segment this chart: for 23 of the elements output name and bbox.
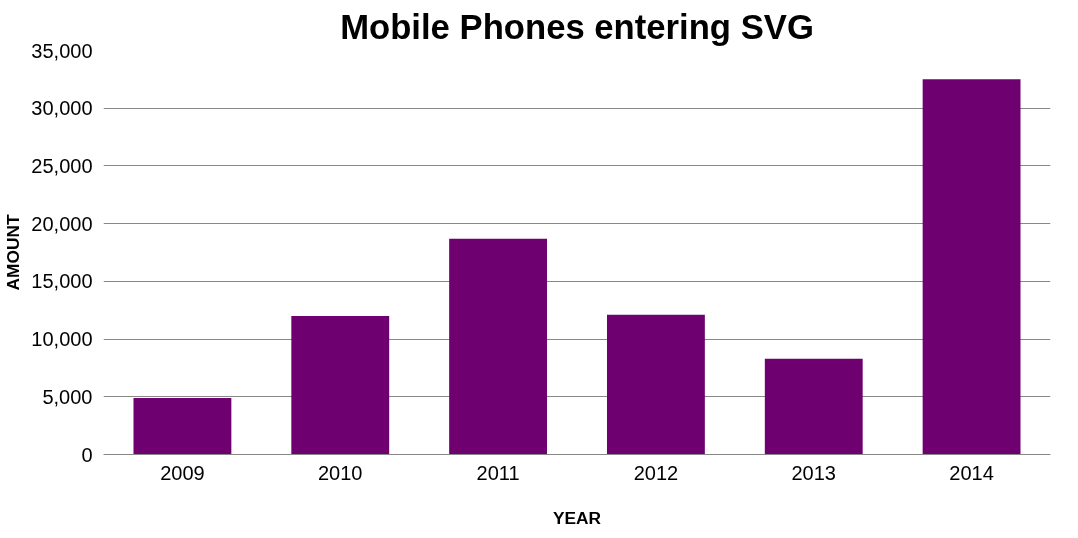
bar <box>291 315 390 455</box>
y-tick-label: 25,000 <box>31 154 93 177</box>
y-tick-label: 0 <box>81 443 93 466</box>
y-tick-label: 10,000 <box>31 328 93 351</box>
x-tick-label: 2010 <box>318 461 363 484</box>
x-tick-label: 2013 <box>791 461 836 484</box>
x-tick-label: 2012 <box>633 461 679 484</box>
bar <box>606 314 705 455</box>
y-tick-label: 15,000 <box>31 270 93 293</box>
bar <box>764 358 863 455</box>
x-tick-label: 2011 <box>476 461 520 484</box>
x-tick-label: 2009 <box>160 461 205 484</box>
x-tick-label: 2014 <box>949 461 994 484</box>
y-tick-label: 30,000 <box>31 97 93 120</box>
bar <box>449 238 548 455</box>
y-tick-label: 35,000 <box>31 39 93 62</box>
chart-title: Mobile Phones entering SVG <box>340 7 814 46</box>
bar <box>922 79 1021 455</box>
y-tick-label: 20,000 <box>31 212 93 235</box>
x-axis-title: YEAR <box>552 507 602 528</box>
y-tick-label: 5,000 <box>42 385 93 408</box>
bar <box>133 397 232 455</box>
y-axis-title: AMOUNT <box>3 214 24 291</box>
